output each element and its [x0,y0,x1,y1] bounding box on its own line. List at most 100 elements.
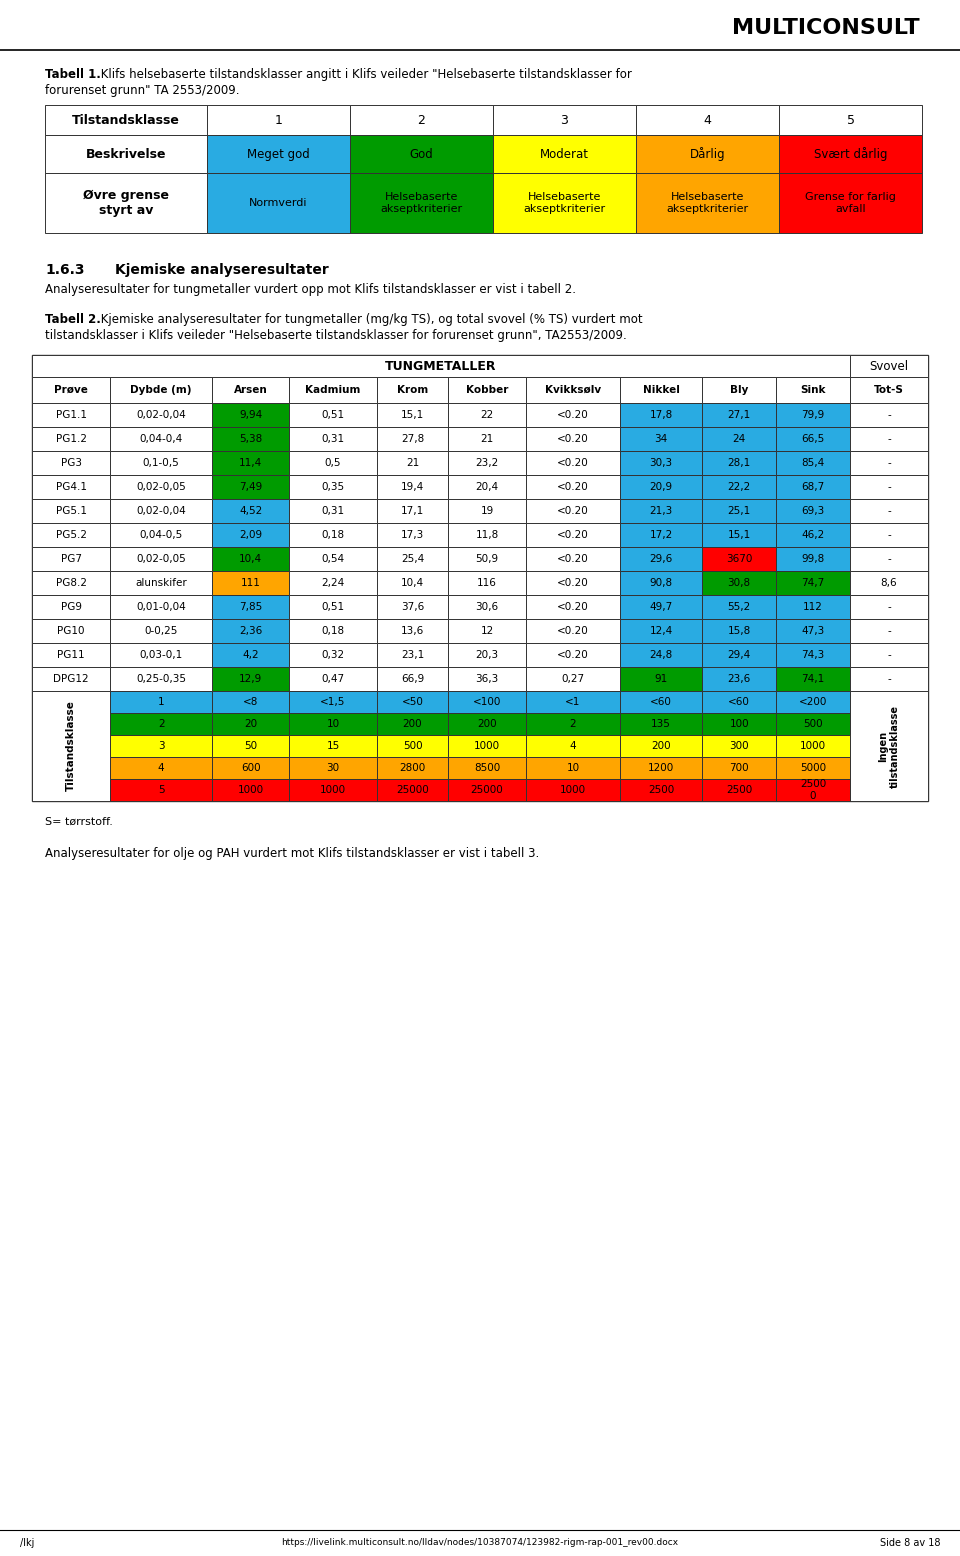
Text: 10,4: 10,4 [401,577,424,588]
Text: 0,51: 0,51 [322,602,345,612]
Bar [110,377,212,403]
Bar [110,780,212,801]
Bar [776,523,850,548]
Text: 2,09: 2,09 [239,531,262,540]
Bar [448,377,526,403]
Bar [32,571,110,594]
Bar [448,780,526,801]
Text: 0,03-0,1: 0,03-0,1 [139,650,182,660]
Text: -: - [887,554,891,563]
Text: 0,02-0,04: 0,02-0,04 [136,506,186,517]
Text: 3670: 3670 [726,554,753,563]
Text: 23,2: 23,2 [475,457,499,468]
Bar [850,594,928,619]
Bar [32,451,110,475]
Bar [776,451,850,475]
Bar [32,643,110,668]
Text: 1000: 1000 [474,741,500,752]
Bar [110,475,212,499]
Bar [289,426,377,451]
Text: Moderat: Moderat [540,148,589,160]
Bar [493,104,636,135]
Bar [212,499,289,523]
Bar [493,135,636,173]
Text: Tilstandsklasse: Tilstandsklasse [72,114,180,126]
Text: <0.20: <0.20 [557,434,588,443]
Bar [32,499,110,523]
Text: 2500
0: 2500 0 [800,780,827,801]
Bar [620,713,702,734]
Text: 74,3: 74,3 [802,650,825,660]
Bar [776,571,850,594]
Text: 116: 116 [477,577,497,588]
Text: PG7: PG7 [60,554,82,563]
Bar [212,475,289,499]
Text: 0,5: 0,5 [324,457,342,468]
Bar [110,758,212,780]
Text: 1: 1 [157,697,164,706]
Text: 17,8: 17,8 [649,409,673,420]
Text: -: - [887,531,891,540]
Text: Helsebaserte
akseptkriterier: Helsebaserte akseptkriterier [380,193,463,213]
Bar [702,475,776,499]
Bar [32,355,928,801]
Text: 4: 4 [569,741,576,752]
Bar [850,355,928,377]
Bar [776,377,850,403]
Text: 0,02-0,05: 0,02-0,05 [136,554,186,563]
Bar [32,403,110,426]
Text: 135: 135 [651,719,671,730]
Bar [110,713,212,734]
Text: -: - [887,650,891,660]
Text: 25,1: 25,1 [728,506,751,517]
Bar [526,499,620,523]
Text: Klifs helsebaserte tilstandsklasser angitt i Klifs veileder "Helsebaserte tilsta: Klifs helsebaserte tilstandsklasser angi… [97,68,632,81]
Text: 12: 12 [480,626,493,636]
Text: DPG12: DPG12 [53,674,89,685]
Text: 2,24: 2,24 [322,577,345,588]
Text: Svovel: Svovel [870,359,908,372]
Text: 10,4: 10,4 [239,554,262,563]
Text: alunskifer: alunskifer [135,577,187,588]
Text: 5000: 5000 [800,762,826,773]
Text: Kobber: Kobber [466,384,508,395]
Text: 5: 5 [157,784,164,795]
Bar [850,548,928,571]
Bar [377,643,448,668]
Bar [702,377,776,403]
Text: PG3: PG3 [60,457,82,468]
Bar [702,691,776,713]
Text: 11,4: 11,4 [239,457,262,468]
Bar [702,523,776,548]
Text: 0,32: 0,32 [322,650,345,660]
Text: <100: <100 [473,697,501,706]
Bar [110,523,212,548]
Bar [212,713,289,734]
Bar [110,499,212,523]
Text: 79,9: 79,9 [802,409,825,420]
Bar [289,548,377,571]
Text: <0.20: <0.20 [557,506,588,517]
Text: 1000: 1000 [560,784,586,795]
Bar [377,377,448,403]
Text: 27,8: 27,8 [401,434,424,443]
Bar [212,426,289,451]
Text: 0-0,25: 0-0,25 [145,626,178,636]
Bar [850,499,928,523]
Text: 3: 3 [561,114,568,126]
Bar [702,668,776,691]
Text: Kvikksølv: Kvikksølv [545,384,601,395]
Bar [212,403,289,426]
Bar [448,619,526,643]
Text: Kjemiske analyseresultater for tungmetaller (mg/kg TS), og total svovel (% TS) v: Kjemiske analyseresultater for tungmetal… [97,313,642,327]
Text: Arsen: Arsen [234,384,268,395]
Bar [377,475,448,499]
Text: Meget god: Meget god [247,148,310,160]
Text: 1.6.3: 1.6.3 [45,263,84,277]
Text: 30,6: 30,6 [475,602,498,612]
Text: 0,02-0,04: 0,02-0,04 [136,409,186,420]
Text: 17,2: 17,2 [649,531,673,540]
Bar [289,451,377,475]
Bar [620,643,702,668]
Text: 1: 1 [275,114,282,126]
